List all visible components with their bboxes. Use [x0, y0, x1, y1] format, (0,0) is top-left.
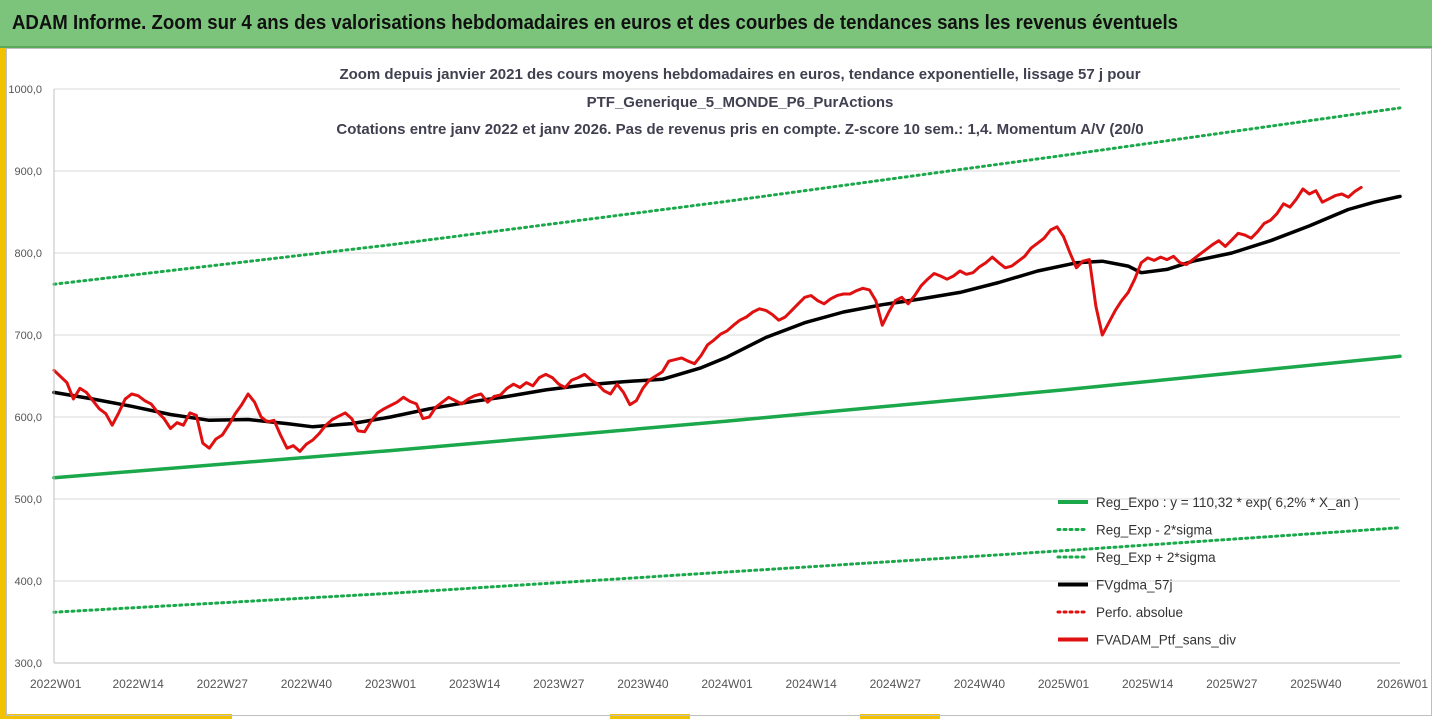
y-tick-label: 400,0 — [14, 576, 42, 588]
chart-title-line-1: Zoom depuis janvier 2021 des cours moyen… — [339, 66, 1140, 83]
legend-label: Reg_Expo : y = 110,32 * exp( 6,2% * X_an… — [1096, 495, 1359, 510]
bottom-accent-bar-mid — [610, 714, 690, 719]
x-tick-label: 2022W27 — [197, 677, 249, 691]
x-tick-label: 2023W27 — [533, 677, 585, 691]
legend-label: Reg_Exp - 2*sigma — [1096, 523, 1213, 538]
series-layer — [52, 106, 1402, 614]
x-tick-label: 2026W01 — [1377, 677, 1429, 691]
x-tick-label: 2024W14 — [785, 677, 837, 691]
x-tick-label: 2025W40 — [1290, 677, 1342, 691]
report-title: ADAM Informe. Zoom sur 4 ans des valoris… — [12, 12, 1178, 34]
legend-label: Reg_Exp + 2*sigma — [1096, 550, 1216, 565]
x-tick-label: 2022W01 — [30, 677, 82, 691]
chart-title-line-2: PTF_Generique_5_MONDE_P6_PurActions — [587, 94, 894, 111]
x-tick-label: 2024W27 — [870, 677, 922, 691]
x-tick-label: 2025W27 — [1206, 677, 1258, 691]
x-tick-label: 2022W40 — [281, 677, 333, 691]
report-banner: ADAM Informe. Zoom sur 4 ans des valoris… — [0, 0, 1432, 48]
series-line-2 — [52, 106, 1402, 286]
left-accent-bar — [0, 48, 6, 719]
x-tick-label: 2023W01 — [365, 677, 417, 691]
bottom-accent-bar-right — [860, 714, 940, 719]
series-line-3 — [52, 194, 1402, 429]
y-tick-label: 900,0 — [14, 166, 42, 178]
chart-title: Zoom depuis janvier 2021 des cours moyen… — [336, 66, 1143, 138]
x-tick-label: 2025W14 — [1122, 677, 1174, 691]
legend: Reg_Expo : y = 110,32 * exp( 6,2% * X_an… — [1056, 495, 1359, 648]
axis-layer: 300,0 400,0 500,0 600,0 700,0 800,0 900,0 1000,… — [8, 84, 1428, 691]
x-tick-label: 2024W40 — [954, 677, 1006, 691]
y-tick-label: 800,0 — [14, 248, 42, 260]
x-tick-label: 2024W01 — [701, 677, 753, 691]
y-tick-label: 700,0 — [14, 330, 42, 342]
y-tick-label: 1000,0 — [8, 84, 42, 96]
y-tick-label: 600,0 — [14, 412, 42, 424]
bottom-accent-bar-left — [6, 714, 232, 719]
chart-title-line-3: Cotations entre janv 2022 et janv 2026. … — [336, 121, 1143, 138]
x-tick-label: 2025W01 — [1038, 677, 1090, 691]
x-tick-label: 2022W14 — [112, 677, 164, 691]
series-line-0 — [52, 354, 1402, 480]
series-line-5 — [52, 185, 1363, 453]
y-tick-label: 300,0 — [14, 658, 42, 670]
y-tick-label: 500,0 — [14, 494, 42, 506]
legend-label: Perfo. absolue — [1096, 605, 1183, 620]
legend-label: FVgdma_57j — [1096, 578, 1173, 593]
x-tick-label: 2023W40 — [617, 677, 669, 691]
x-tick-label: 2023W14 — [449, 677, 501, 691]
legend-label: FVADAM_Ptf_sans_div — [1096, 633, 1236, 648]
series-line-1 — [52, 526, 1402, 614]
